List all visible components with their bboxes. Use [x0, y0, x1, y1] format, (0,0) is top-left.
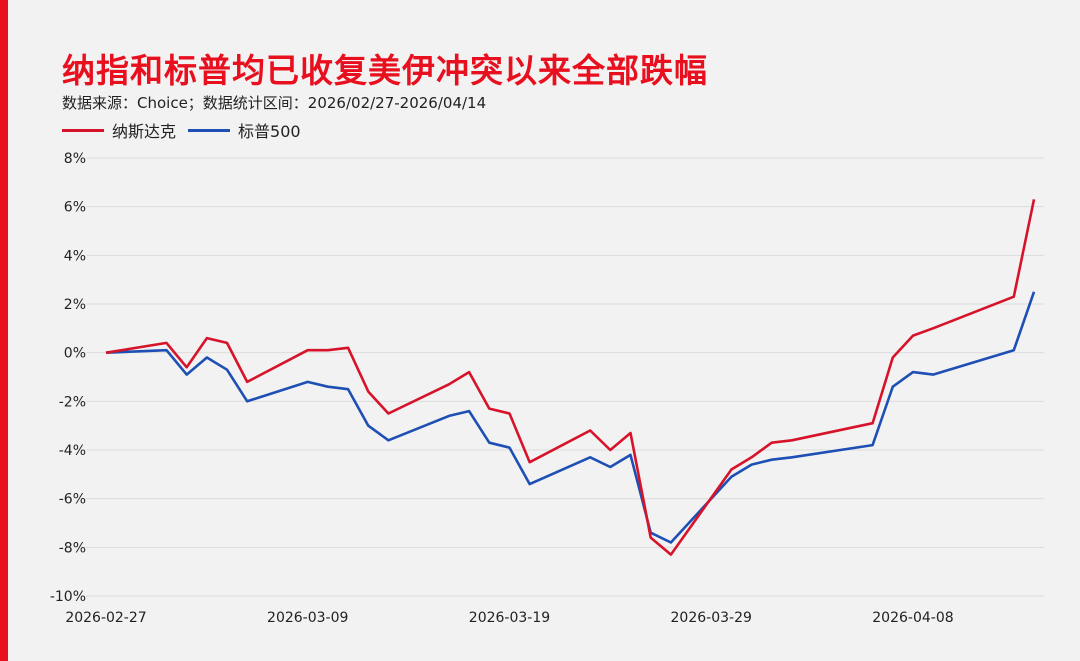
legend-item-sp500: 标普500 [188, 118, 301, 142]
chart-title: 纳指和标普均已收复美伊冲突以来全部跌幅 [62, 51, 708, 90]
y-tick-label: 0% [64, 346, 86, 362]
y-tick-label: -8% [59, 540, 86, 556]
legend: 纳斯达克 标普500 [62, 118, 313, 142]
series-lines [105, 199, 1036, 556]
y-tick-label: -2% [59, 394, 86, 410]
y-tick-label: -10% [50, 589, 86, 605]
y-axis-ticks: 8% 6% 4% 2% 0% -2% -4% -6% -8% -10% [50, 151, 86, 605]
y-tick-label: 8% [64, 151, 86, 167]
y-tick-label: 6% [64, 200, 86, 216]
x-tick-label: 2026-03-29 [671, 610, 752, 626]
legend-swatch-sp500 [188, 128, 231, 132]
y-tick-label: -4% [59, 443, 86, 459]
x-tick-label: 2026-02-27 [65, 610, 146, 626]
y-tick-label: 2% [64, 297, 86, 313]
x-axis-ticks: 2026-02-27 2026-03-09 2026-03-19 2026-03-29… [65, 610, 953, 626]
legend-label-nasdaq: 纳斯达克 [112, 122, 177, 141]
x-tick-label: 2026-03-19 [469, 610, 550, 626]
grid-lines [86, 157, 1044, 597]
chart-subtitle: 数据来源：Choice；数据统计区间：2026/02/27-2026/04/14 [62, 94, 487, 112]
legend-swatch-nasdaq [62, 128, 104, 132]
series-line-sp500 [105, 291, 1036, 544]
legend-item-nasdaq: 纳斯达克 [62, 118, 176, 142]
y-tick-label: -6% [59, 492, 86, 508]
legend-label-sp500: 标普500 [238, 122, 301, 141]
x-tick-label: 2026-04-08 [872, 610, 953, 626]
accent-bar [0, 0, 8, 661]
y-tick-label: 4% [64, 248, 86, 264]
series-line-nasdaq [105, 199, 1036, 556]
x-tick-label: 2026-03-09 [267, 610, 348, 626]
